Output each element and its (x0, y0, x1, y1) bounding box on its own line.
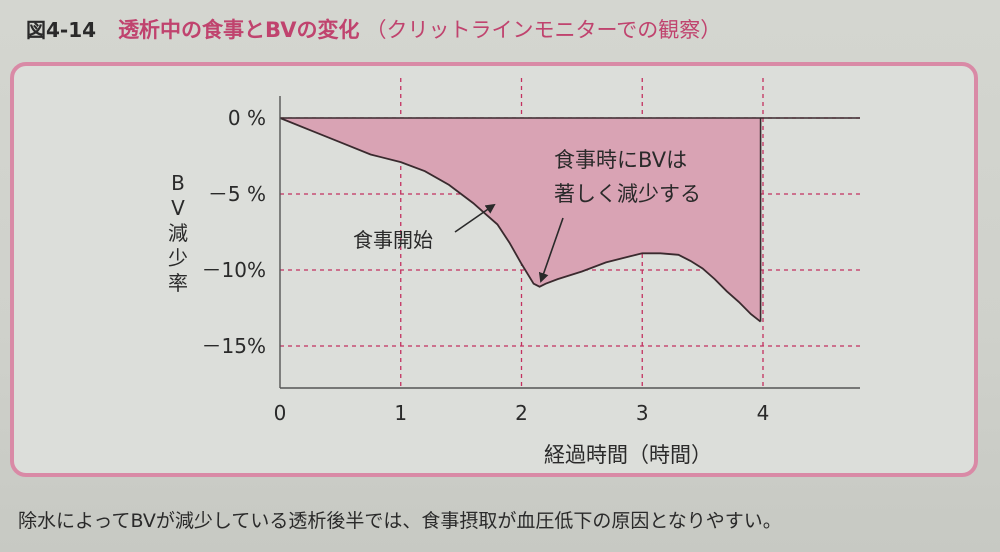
bv-area (280, 118, 761, 322)
x-tick-label: 3 (636, 401, 649, 425)
y-tick-label: －5 % (208, 182, 266, 206)
y-tick-label: －15% (202, 334, 266, 358)
y-tick-label: 0 % (228, 106, 266, 130)
x-tick-label: 1 (394, 401, 407, 425)
annotation-bv-decrease-line2: 著しく減少する (554, 182, 701, 206)
annotation-bv-decrease-arrow (538, 217, 564, 283)
axes (279, 96, 860, 389)
annotation-meal-start: 食事開始 (353, 228, 433, 252)
y-tick-label: －10% (202, 258, 266, 282)
x-axis-label: 経過時間（時間） (544, 443, 712, 467)
annotation-bv-decrease-line1: 食事時にBVは (554, 148, 687, 172)
bv-line (279, 117, 762, 323)
figure-number: 図4-14 (26, 18, 97, 42)
x-tick-labels: 0 1 2 3 4 (274, 401, 770, 425)
y-tick-labels: 0 % －5 % －10% －15% (202, 106, 266, 358)
x-tick-label: 2 (515, 401, 528, 425)
figure-title: 透析中の食事とBVの変化 (118, 18, 360, 42)
annotation-meal-start-arrow (454, 203, 496, 233)
x-tick-label: 0 (274, 401, 287, 425)
x-tick-label: 4 (757, 401, 770, 425)
figure-header: 図4-14 透析中の食事とBVの変化 （クリットラインモニターでの観察） (26, 14, 721, 48)
figure-caption: 除水によってBVが減少している透析後半では、食事摂取が血圧低下の原因となりやすい… (18, 510, 782, 532)
figure-subtitle: （クリットラインモニターでの観察） (365, 18, 722, 42)
y-axis-label: B V 減少率 (168, 171, 188, 295)
